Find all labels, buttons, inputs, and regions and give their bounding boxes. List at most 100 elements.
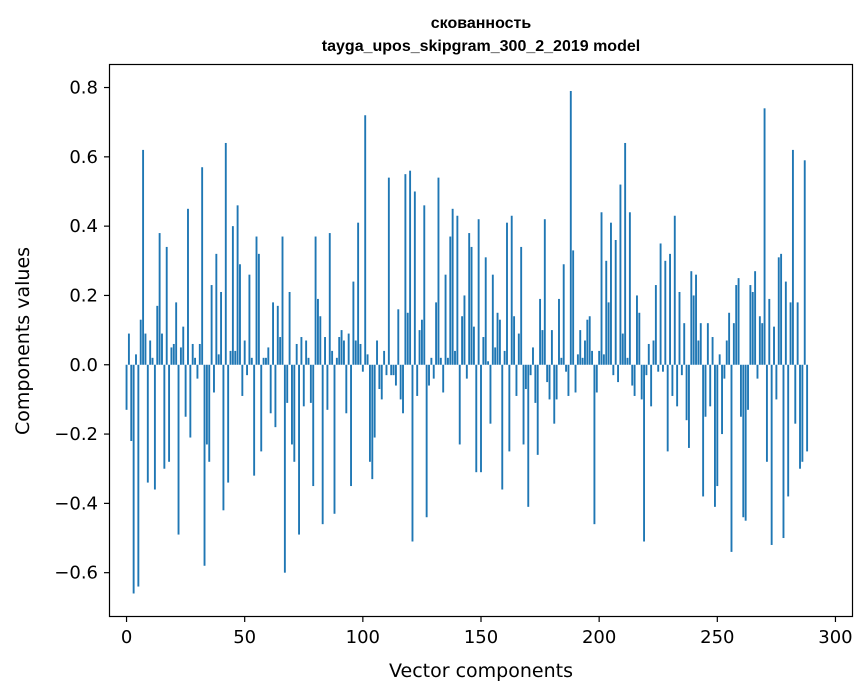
bar-182 <box>555 364 558 400</box>
bar-210 <box>621 333 624 365</box>
bar-176 <box>541 330 544 365</box>
bar-47 <box>236 205 239 365</box>
bar-276 <box>777 257 780 365</box>
bar-193 <box>581 357 584 365</box>
bar-3 <box>132 364 135 594</box>
bar-161 <box>506 222 508 365</box>
bar-104 <box>371 364 374 480</box>
bar-225 <box>657 364 660 372</box>
bar-254 <box>725 340 728 365</box>
bar-198 <box>593 364 596 525</box>
bar-10 <box>149 340 152 365</box>
x-tick-label: 250 <box>700 627 734 648</box>
bar-118 <box>404 174 407 365</box>
bar-16 <box>163 364 166 469</box>
bar-179 <box>548 364 551 400</box>
bar-207 <box>614 240 617 365</box>
bar-148 <box>475 364 478 473</box>
y-tick-label: −0.6 <box>54 563 98 584</box>
bar-278 <box>782 364 785 539</box>
bar-169 <box>524 364 527 390</box>
bar-106 <box>376 340 378 365</box>
bar-187 <box>567 364 570 396</box>
bar-277 <box>780 253 783 365</box>
y-tick-label: 0.4 <box>69 216 98 237</box>
bar-175 <box>539 298 542 365</box>
bar-9 <box>146 364 149 483</box>
bar-166 <box>517 333 520 365</box>
bar-286 <box>801 364 804 462</box>
bar-127 <box>425 364 428 518</box>
bar-56 <box>257 253 260 365</box>
bar-23 <box>179 347 182 365</box>
bar-259 <box>737 278 740 365</box>
bar-89 <box>335 357 338 365</box>
bar-282 <box>791 149 794 365</box>
bar-11 <box>151 357 154 365</box>
bar-186 <box>565 364 568 372</box>
bar-107 <box>378 364 381 390</box>
bar-51 <box>246 364 248 376</box>
bar-240 <box>692 295 695 365</box>
bar-266 <box>754 271 757 365</box>
bar-287 <box>803 160 806 365</box>
bar-75 <box>302 364 305 407</box>
bar-59 <box>265 357 267 365</box>
bar-22 <box>177 364 180 535</box>
bar-83 <box>321 364 324 525</box>
bar-71 <box>293 364 296 462</box>
bar-102 <box>366 354 369 365</box>
bar-177 <box>543 219 546 365</box>
bar-281 <box>789 302 792 365</box>
bar-200 <box>598 350 601 365</box>
bar-230 <box>669 253 671 365</box>
bar-92 <box>343 340 345 365</box>
bar-241 <box>695 274 697 365</box>
bar-26 <box>187 208 189 365</box>
bar-40 <box>220 291 223 365</box>
bar-113 <box>392 364 395 376</box>
bar-247 <box>709 364 712 407</box>
bar-6 <box>139 319 142 365</box>
bar-255 <box>728 312 731 365</box>
bar-165 <box>515 364 518 396</box>
bar-168 <box>522 364 525 445</box>
bar-90 <box>338 337 341 365</box>
bar-14 <box>158 233 161 365</box>
bar-130 <box>432 364 435 379</box>
bar-147 <box>472 326 475 365</box>
bar-258 <box>735 285 738 365</box>
bar-275 <box>775 364 778 400</box>
bar-158 <box>498 319 501 365</box>
bar-265 <box>751 291 754 365</box>
bar-150 <box>480 364 482 473</box>
bar-284 <box>796 302 799 365</box>
bar-112 <box>390 364 393 376</box>
bar-280 <box>787 364 790 497</box>
bar-194 <box>584 340 586 365</box>
bar-131 <box>435 302 438 365</box>
bar-180 <box>550 330 553 365</box>
bar-189 <box>572 250 575 365</box>
bar-68 <box>286 364 289 403</box>
bar-49 <box>241 364 244 396</box>
bar-268 <box>758 316 761 365</box>
bar-260 <box>739 364 742 417</box>
bar-232 <box>673 215 676 365</box>
y-axis: −0.6 −0.4 −0.2 0.0 0.2 0.4 0.6 0.8 <box>54 78 110 584</box>
bar-36 <box>210 285 213 365</box>
bar-263 <box>747 364 749 410</box>
bar-101 <box>364 115 367 365</box>
bar-231 <box>671 364 674 396</box>
bar-79 <box>312 364 315 487</box>
x-axis: 0 50 100 150 200 250 300 <box>121 616 853 648</box>
bar-80 <box>314 236 317 365</box>
bar-248 <box>711 337 714 365</box>
x-tick-label: 150 <box>464 627 498 648</box>
bar-190 <box>574 364 577 393</box>
bar-27 <box>189 364 192 438</box>
y-axis-label: Components values <box>12 247 34 435</box>
bar-28 <box>191 343 194 365</box>
bars-group <box>125 90 809 594</box>
bar-99 <box>359 343 362 365</box>
